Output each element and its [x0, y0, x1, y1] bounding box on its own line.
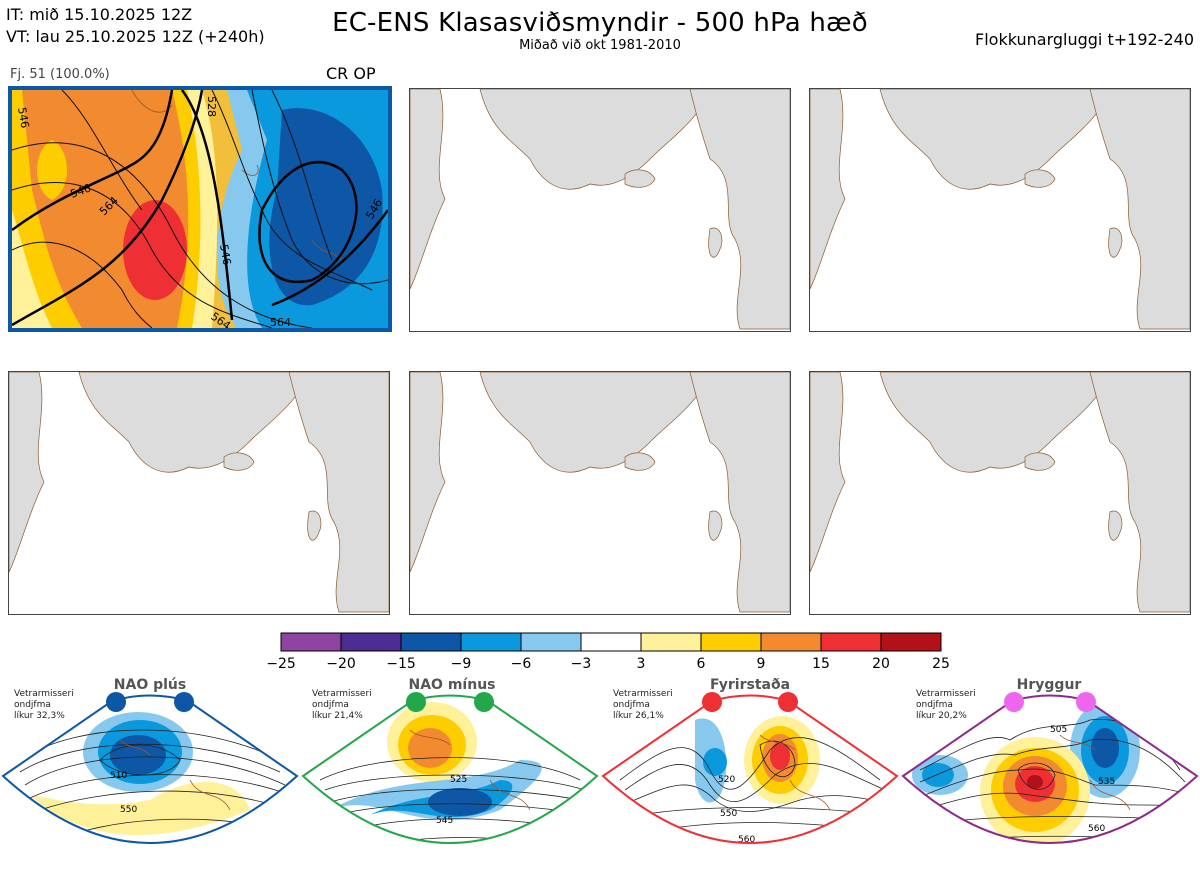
colorbar-swatch: [760, 632, 822, 652]
colorbar-tick-label: −9: [450, 656, 472, 672]
colorbar-swatch: [460, 632, 522, 652]
contour-label: 546: [15, 106, 31, 129]
cluster-marker: [1076, 692, 1096, 712]
colorbar-swatch: [820, 632, 882, 652]
base-map: [9, 372, 389, 613]
cluster-title-ridge: Hryggur: [1016, 677, 1082, 693]
map-panel-empty[interactable]: [809, 88, 1191, 332]
colorbar-swatch: [640, 632, 702, 652]
cluster-note: Vetrarmisseri ondjfma líkur 32,3%: [14, 689, 74, 721]
contour-label: 545: [436, 816, 453, 826]
map-panel-empty[interactable]: [409, 371, 791, 615]
cluster-marker: [702, 692, 722, 712]
colorbar-swatch: [340, 632, 402, 652]
colorbar-swatch: [580, 632, 642, 652]
cluster-title-nao-plus: NAO plús: [113, 677, 187, 693]
colorbar-swatch: [520, 632, 582, 652]
cluster-code: CR OP: [326, 64, 376, 83]
map-panel-empty[interactable]: [809, 371, 1191, 615]
base-map: [410, 89, 790, 330]
page-subtitle: Miðað við okt 1981-2010: [519, 38, 681, 53]
colorbar-tick-label: −3: [570, 656, 592, 672]
contour-label: 550: [120, 805, 137, 815]
map-panel-active[interactable]: 546 528 546 564 546 564 564 546: [8, 86, 392, 332]
contour-label: 535: [1098, 777, 1115, 787]
cluster-marker: [406, 692, 426, 712]
colorbar-tick-label: 3: [636, 656, 646, 672]
cluster-note: Vetrarmisseri ondjfma líkur 26,1%: [613, 689, 673, 721]
member-label: Fj. 51 (100.0%): [10, 67, 110, 82]
map-panel-empty[interactable]: [409, 88, 791, 332]
colorbar-tick-label: −25: [266, 656, 296, 672]
classification-window: Flokkunargluggi t+192-240: [975, 30, 1194, 49]
cluster-marker: [106, 692, 126, 712]
contour-label: 564: [270, 316, 291, 328]
cluster-marker: [1004, 692, 1024, 712]
contour-label: 520: [718, 775, 735, 785]
cluster-marker: [474, 692, 494, 712]
contour-label: 546: [217, 243, 233, 266]
cluster-marker: [778, 692, 798, 712]
cluster-map-nao-minus[interactable]: 525 545 565: [300, 690, 600, 871]
map-panel-empty[interactable]: [8, 371, 390, 615]
cluster-map-blocking[interactable]: 520 550 560: [600, 690, 900, 871]
contour-label: 510: [110, 771, 127, 781]
page-title: EC-ENS Klasasviðsmyndir - 500 hPa hæð: [332, 8, 868, 38]
colorbar-tick-label: 25: [932, 656, 950, 672]
contour-label: 505: [1050, 725, 1067, 735]
cluster-map-nao-plus[interactable]: 510 550: [0, 690, 300, 871]
anomaly-map: 546 528 546 564 546 564 564 546: [12, 90, 388, 328]
header-times: IT: mið 15.10.2025 12Z VT: lau 25.10.202…: [6, 4, 265, 48]
colorbar-tick-label: 9: [756, 656, 766, 672]
base-map: [810, 372, 1190, 613]
contour-label: 525: [450, 775, 467, 785]
contour-label: 560: [1088, 824, 1105, 834]
colorbar-tick-label: 6: [696, 656, 706, 672]
colorbar-swatch: [880, 632, 942, 652]
colorbar-tick-label: 20: [872, 656, 890, 672]
colorbar-swatch: [280, 632, 342, 652]
cluster-title-blocking: Fyrirstaða: [709, 677, 791, 693]
colorbar-tick-label: −15: [386, 656, 416, 672]
cluster-title-nao-minus: NAO mínus: [408, 677, 496, 693]
cluster-note: Vetrarmisseri ondjfma líkur 21,4%: [312, 689, 372, 721]
colorbar-tick-label: −20: [326, 656, 356, 672]
initial-time: IT: mið 15.10.2025 12Z: [6, 5, 193, 24]
colorbar-swatch: [400, 632, 462, 652]
contour-label: 560: [738, 835, 755, 845]
colorbar-tick-label: −6: [510, 656, 532, 672]
cluster-marker: [174, 692, 194, 712]
colorbar-tick-label: 15: [812, 656, 830, 672]
cluster-note: Vetrarmisseri ondjfma líkur 20,2%: [916, 689, 976, 721]
colorbar: [280, 632, 942, 652]
cluster-map-ridge[interactable]: 505 535 560: [900, 690, 1200, 871]
colorbar-swatch: [700, 632, 762, 652]
base-map: [410, 372, 790, 613]
valid-time: VT: lau 25.10.2025 12Z (+240h): [6, 27, 265, 46]
contour-label: 550: [720, 809, 737, 819]
contour-label: 565: [446, 851, 463, 861]
base-map: [810, 89, 1190, 330]
contour-label: 528: [205, 96, 218, 117]
